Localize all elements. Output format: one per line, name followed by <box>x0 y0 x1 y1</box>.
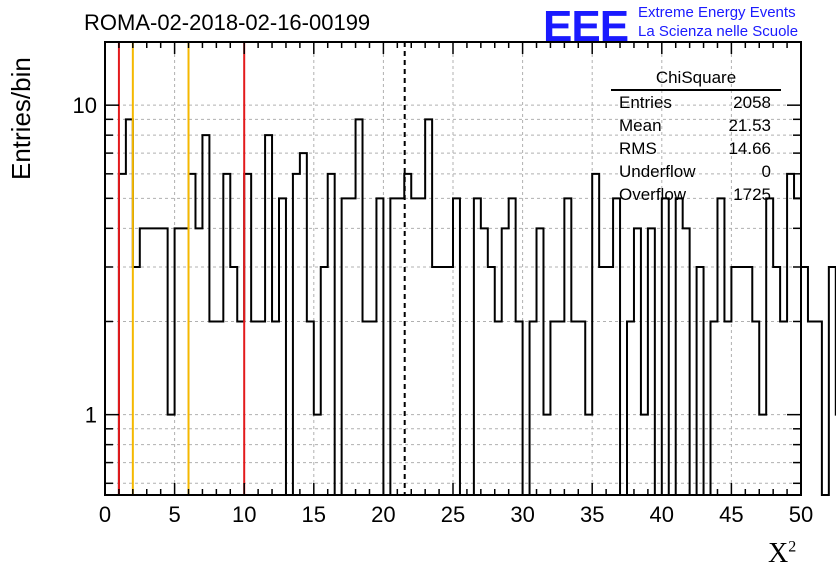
x-tick-label: 30 <box>510 502 534 527</box>
x-axis-label: X2 <box>768 538 796 570</box>
x-tick-label: 15 <box>302 502 326 527</box>
stats-label: Overflow <box>619 185 687 204</box>
stats-value: 14.66 <box>728 139 771 158</box>
stats-label: Entries <box>619 93 672 112</box>
stats-label: Mean <box>619 116 662 135</box>
x-tick-label: 10 <box>232 502 256 527</box>
stats-value: 21.53 <box>728 116 771 135</box>
x-tick-label: 0 <box>99 502 111 527</box>
x-tick-label: 35 <box>580 502 604 527</box>
stats-label: Underflow <box>619 162 696 181</box>
stats-row-underflow: Underflow 0 <box>611 160 781 183</box>
x-tick-label: 50 <box>789 502 813 527</box>
y-tick-label: 1 <box>85 403 97 428</box>
chart-title: ROMA-02-2018-02-16-00199 <box>84 10 371 35</box>
x-tick-label: 45 <box>719 502 743 527</box>
x-axis-label-sup: 2 <box>788 538 797 556</box>
x-tick-label: 20 <box>371 502 395 527</box>
stats-box: ChiSquare Entries 2058 Mean 21.53 RMS 14.66 Un… <box>611 66 781 206</box>
x-tick-label: 40 <box>650 502 674 527</box>
x-tick-label: 5 <box>168 502 180 527</box>
stats-row-mean: Mean 21.53 <box>611 114 781 137</box>
stats-row-rms: RMS 14.66 <box>611 137 781 160</box>
stats-value: 0 <box>761 162 771 181</box>
brand-line-2: La Scienza nelle Scuole <box>638 23 799 40</box>
x-axis-label-base: X <box>768 538 789 569</box>
x-tick-label: 25 <box>441 502 465 527</box>
stats-label: RMS <box>619 139 657 158</box>
stats-row-entries: Entries 2058 <box>611 91 781 114</box>
stats-row-overflow: Overflow 1725 <box>611 183 781 206</box>
stats-value: 1725 <box>733 185 771 204</box>
stats-value: 2058 <box>733 93 771 112</box>
brand-line-1: Extreme Energy Events <box>638 4 796 21</box>
y-tick-label: 10 <box>73 93 97 118</box>
stats-rows: Entries 2058 Mean 21.53 RMS 14.66 Underflow 0 Ov… <box>611 91 781 206</box>
stats-title: ChiSquare <box>611 66 781 91</box>
